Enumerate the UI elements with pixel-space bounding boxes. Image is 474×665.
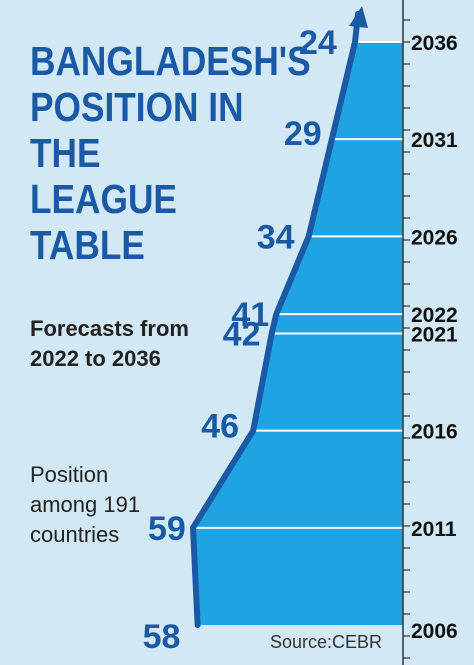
year-axis [402,0,410,665]
position-label-2021: 42 [223,316,261,354]
chart-subtitle: Forecasts from 2022 to 2036 [30,316,189,371]
series-line [190,11,361,628]
position-label-2022: 41 [231,296,269,334]
position-label-2031: 29 [284,115,322,153]
position-label-2016: 46 [201,408,239,446]
label-layer: 2006 58 2011 59 2016 46 2021 42 2022 41 2026 34 2031… [143,24,458,656]
year-label-2006: 2006 [411,620,458,643]
position-label-2036: 24 [299,24,337,62]
year-label-2026: 2026 [411,226,458,249]
position-label-2011: 59 [148,510,186,548]
year-label-2022: 2022 [411,304,458,327]
year-label-2036: 2036 [411,32,458,55]
year-label-2011: 2011 [411,518,457,541]
position-label-2026: 34 [257,218,295,256]
grid-layer [193,41,403,529]
chart-title: BANGLADESH'S POSITION IN THE LEAGUE TABL… [30,38,311,268]
year-label-2016: 2016 [411,421,458,444]
year-label-2021: 2021 [411,324,458,347]
year-label-2031: 2031 [411,129,458,152]
source-label: Source:CEBR [270,632,383,652]
position-label-2006: 58 [143,618,181,656]
series-arrowhead [349,6,368,28]
line-layer [190,6,368,628]
position-note: Position among 191 countries [30,462,141,547]
